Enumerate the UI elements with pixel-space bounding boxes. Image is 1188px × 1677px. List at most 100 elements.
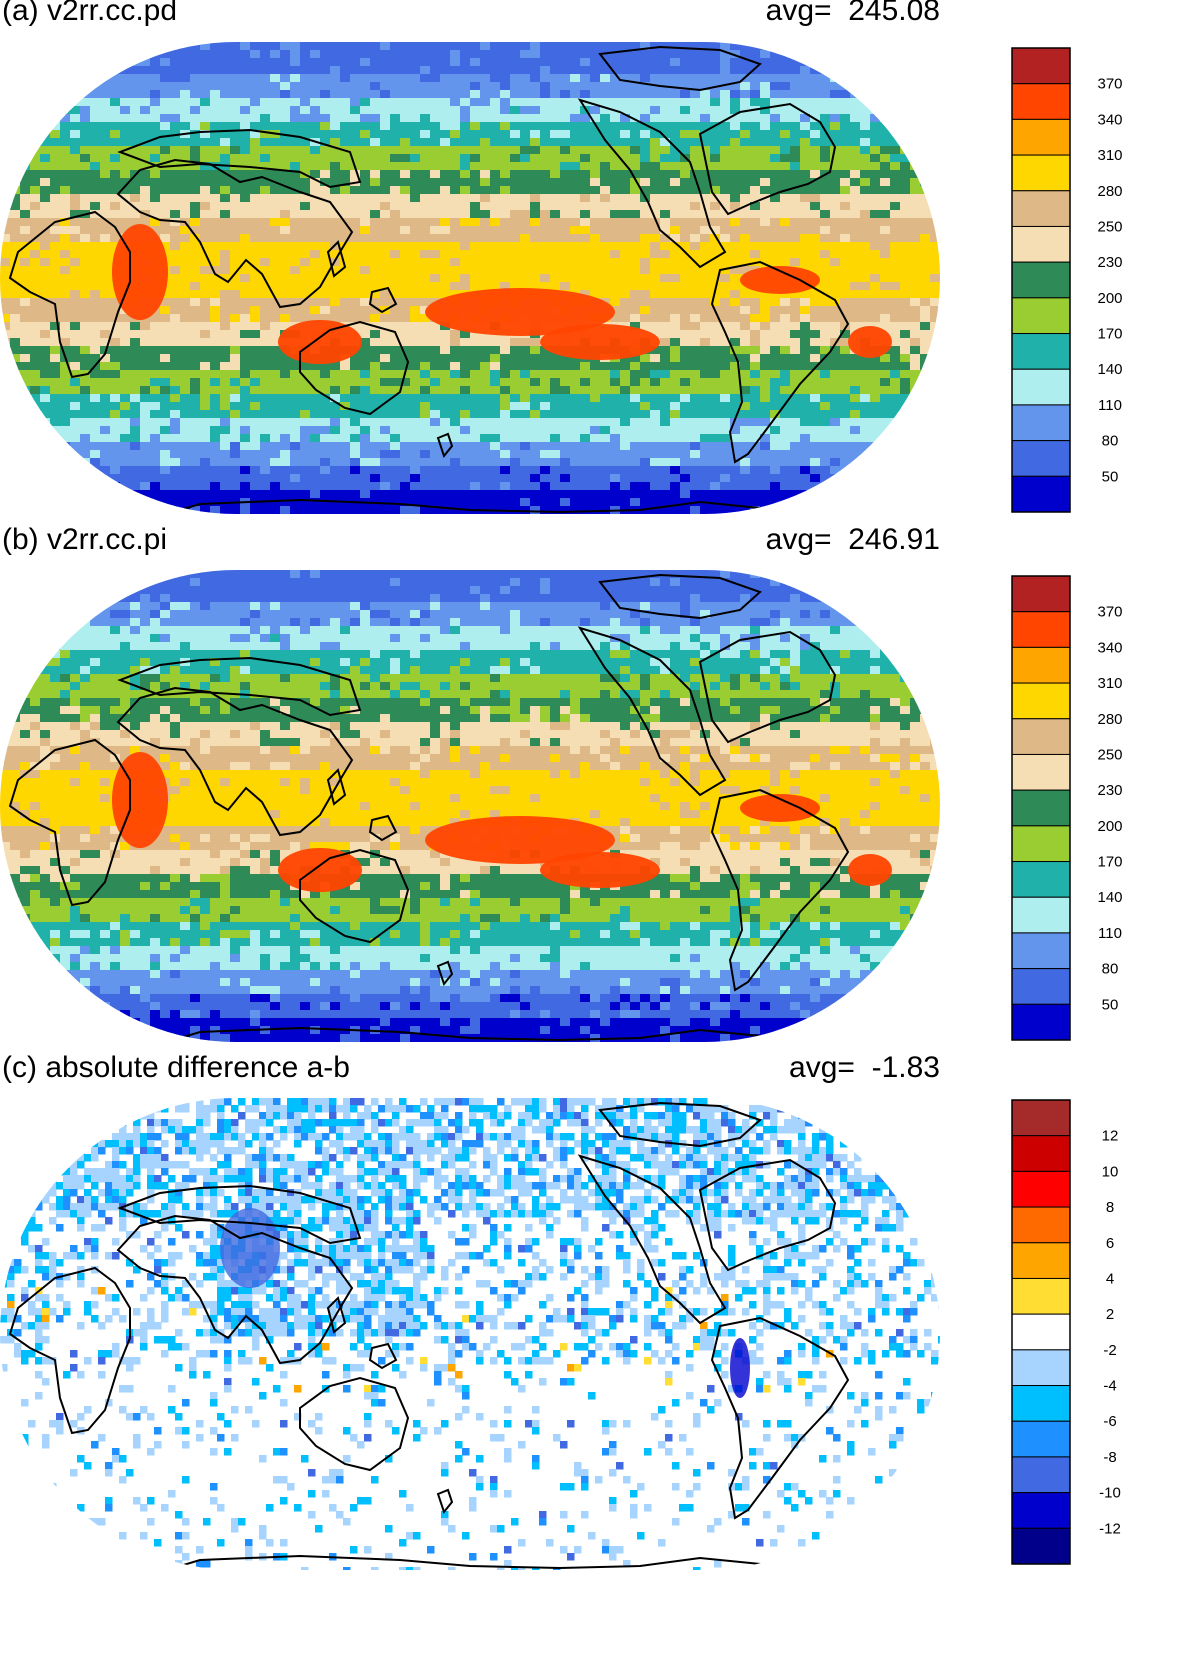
map-cell xyxy=(90,258,101,267)
map-cell xyxy=(580,202,591,211)
map-cell xyxy=(10,130,21,139)
map-cell xyxy=(190,458,201,467)
map-cell xyxy=(290,66,301,75)
map-cell xyxy=(460,378,471,387)
map-cell xyxy=(380,282,391,291)
map-cell xyxy=(710,178,721,187)
map-cell xyxy=(790,338,801,347)
map-cell xyxy=(170,354,181,363)
map-cell xyxy=(480,202,491,211)
map-cell xyxy=(890,330,901,339)
map-cell xyxy=(140,402,151,411)
map-cell xyxy=(700,42,711,51)
map-cell xyxy=(350,274,361,283)
map-cell xyxy=(800,74,811,83)
map-cell xyxy=(60,274,71,283)
map-cell xyxy=(370,234,381,243)
map-cell xyxy=(30,66,41,75)
map-cell xyxy=(190,370,201,379)
map-cell xyxy=(660,370,671,379)
map-cell xyxy=(160,330,171,339)
map-cell xyxy=(760,378,771,387)
map-cell xyxy=(80,194,91,203)
map-cell xyxy=(740,426,751,435)
map-cell xyxy=(360,418,371,427)
map-cell xyxy=(920,274,931,283)
map-cell xyxy=(890,130,901,139)
map-cell xyxy=(900,434,911,443)
map-cell xyxy=(720,210,731,219)
map-cell xyxy=(610,378,621,387)
map-cell xyxy=(850,98,861,107)
map-cell xyxy=(620,426,631,435)
map-cell xyxy=(820,186,831,195)
map-cell xyxy=(600,266,611,275)
map-cell xyxy=(120,418,131,427)
map-cell xyxy=(230,298,241,307)
map-cell xyxy=(920,178,931,187)
map-cell xyxy=(80,442,91,451)
map-cell xyxy=(660,234,671,243)
map-cell xyxy=(780,226,791,235)
map-cell xyxy=(260,386,271,395)
map-cell xyxy=(700,298,711,307)
map-cell xyxy=(410,146,421,155)
map-cell xyxy=(190,250,201,259)
map-cell xyxy=(370,410,381,419)
map-cell xyxy=(20,282,31,291)
map-cell xyxy=(190,442,201,451)
map-cell xyxy=(910,338,921,347)
map-cell xyxy=(830,82,841,91)
map-cell xyxy=(920,378,931,387)
map-cell xyxy=(340,122,351,131)
map-cell xyxy=(210,106,221,115)
map-cell xyxy=(510,114,521,123)
map-cell xyxy=(90,98,101,107)
map-cell xyxy=(310,106,321,115)
map-cell xyxy=(720,146,731,155)
map-cell xyxy=(730,226,741,235)
map-cell xyxy=(650,74,661,83)
map-cell xyxy=(140,42,151,51)
map-cell xyxy=(330,282,341,291)
map-cell xyxy=(410,266,421,275)
map-cell xyxy=(480,458,491,467)
map-cell xyxy=(200,226,211,235)
map-cell xyxy=(330,434,341,443)
map-cell xyxy=(920,306,931,315)
map-cell xyxy=(300,50,311,59)
map-cell xyxy=(910,250,921,259)
map-cell xyxy=(0,170,11,179)
map-cell xyxy=(80,178,91,187)
map-cell xyxy=(170,122,181,131)
map-cell xyxy=(440,266,451,275)
map-cell xyxy=(780,154,791,163)
map-cell xyxy=(70,226,81,235)
map-cell xyxy=(430,122,441,131)
map-cell xyxy=(0,66,11,75)
map-cell xyxy=(450,426,461,435)
map-cell xyxy=(670,130,681,139)
map-cell xyxy=(780,74,791,83)
map-cell xyxy=(840,362,851,371)
map-cell xyxy=(150,146,161,155)
map-cell xyxy=(250,386,261,395)
map-cell xyxy=(770,394,781,403)
map-cell xyxy=(440,258,451,267)
map-cell xyxy=(30,122,41,131)
map-cell xyxy=(590,274,601,283)
map-cell xyxy=(740,314,751,323)
map-cell xyxy=(530,170,541,179)
map-cell xyxy=(790,58,801,67)
map-cell xyxy=(600,290,611,299)
map-cell xyxy=(550,146,561,155)
map-cell xyxy=(430,130,441,139)
map-cell xyxy=(920,426,931,435)
map-cell xyxy=(180,402,191,411)
map-cell xyxy=(770,330,781,339)
map-cell xyxy=(190,274,201,283)
map-cell xyxy=(830,50,841,59)
map-cell xyxy=(770,362,781,371)
map-cell xyxy=(80,394,91,403)
map-cell xyxy=(510,426,521,435)
